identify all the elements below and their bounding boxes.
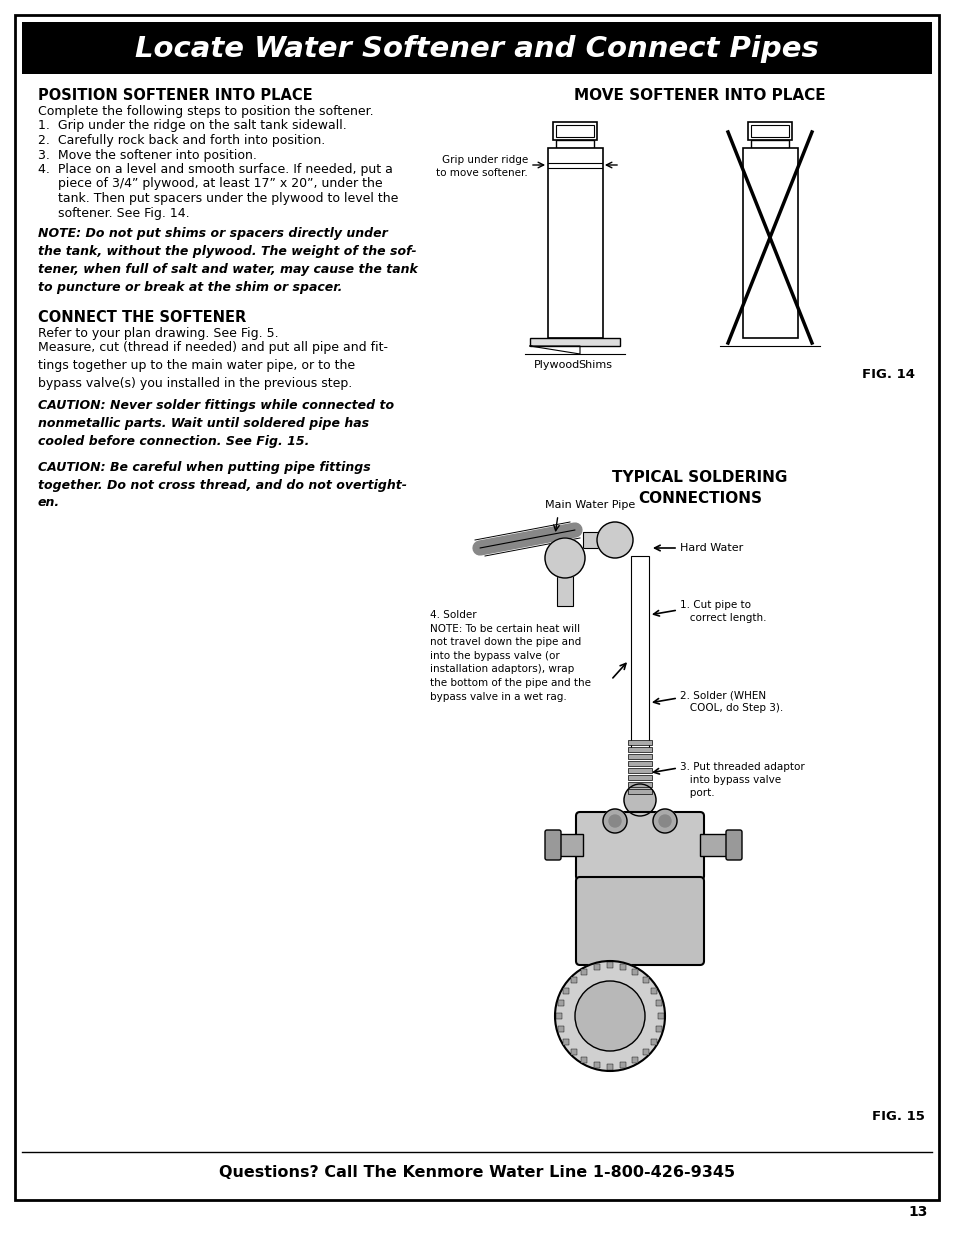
Bar [553,122,597,140]
Bar [570,977,577,983]
Bar [630,556,648,750]
Bar [747,122,791,140]
Bar [547,148,602,338]
Text: Locate Water Softener and Connect Pipes: Locate Water Softener and Connect Pipes [135,35,818,63]
Circle shape [608,815,620,827]
Bar [556,140,594,148]
FancyBboxPatch shape [544,830,560,860]
Bar [627,782,651,787]
Bar [642,1049,648,1055]
Bar [558,1026,563,1032]
Circle shape [597,522,633,558]
Bar [593,963,599,969]
Bar [570,1049,577,1055]
Bar [606,962,613,968]
Bar [562,988,568,993]
Bar [632,1057,638,1063]
Bar [582,532,618,548]
Text: 2. Solder (WHEN
   COOL, do Step 3).: 2. Solder (WHEN COOL, do Step 3). [679,690,782,713]
Text: tank. Then put spacers under the plywood to level the: tank. Then put spacers under the plywood… [38,191,398,205]
Bar [556,125,594,137]
Bar [750,140,788,148]
Bar [627,768,651,773]
Bar [581,968,587,974]
Circle shape [602,809,626,832]
Text: Refer to your plan drawing. See Fig. 5.: Refer to your plan drawing. See Fig. 5. [38,327,278,340]
Text: Grip under ridge
to move softener.: Grip under ridge to move softener. [436,156,527,178]
Text: 3. Put threaded adaptor
   into bypass valve
   port.: 3. Put threaded adaptor into bypass valv… [679,762,804,798]
Bar [742,148,797,338]
Text: 3.  Move the softener into position.: 3. Move the softener into position. [38,148,256,162]
Text: CONNECT THE SOFTENER: CONNECT THE SOFTENER [38,310,246,325]
Text: CAUTION: Be careful when putting pipe fittings
together. Do not cross thread, an: CAUTION: Be careful when putting pipe fi… [38,461,407,510]
Circle shape [659,815,670,827]
FancyBboxPatch shape [576,811,703,881]
Text: Shims: Shims [578,359,612,370]
Text: softener. See Fig. 14.: softener. See Fig. 14. [38,206,190,220]
Text: Plywood: Plywood [534,359,579,370]
Bar [619,1062,625,1068]
Bar [606,1065,613,1070]
Text: Measure, cut (thread if needed) and put all pipe and fit-
tings together up to t: Measure, cut (thread if needed) and put … [38,342,388,390]
FancyBboxPatch shape [725,830,741,860]
Bar [627,761,651,766]
Text: 4. Solder
NOTE: To be certain heat will
not travel down the pipe and
into the by: 4. Solder NOTE: To be certain heat will … [430,610,590,701]
Bar [558,1000,563,1005]
Bar [555,834,582,856]
Text: MOVE SOFTENER INTO PLACE: MOVE SOFTENER INTO PLACE [574,88,825,103]
Bar [656,1026,661,1032]
Text: Main Water Pipe: Main Water Pipe [544,500,635,510]
Text: piece of 3/4” plywood, at least 17” x 20”, under the: piece of 3/4” plywood, at least 17” x 20… [38,178,382,190]
Bar [556,1013,561,1019]
Text: Questions? Call The Kenmore Water Line 1-800-426-9345: Questions? Call The Kenmore Water Line 1… [218,1165,735,1179]
Bar [562,1039,568,1045]
Bar [750,125,788,137]
Text: POSITION SOFTENER INTO PLACE: POSITION SOFTENER INTO PLACE [38,88,313,103]
Text: NOTE: Do not put shims or spacers directly under
the tank, without the plywood. : NOTE: Do not put shims or spacers direct… [38,227,417,294]
Text: Hard Water: Hard Water [679,543,742,553]
Text: Complete the following steps to position the softener.: Complete the following steps to position… [38,105,374,119]
FancyBboxPatch shape [576,877,703,965]
Text: TYPICAL SOLDERING
CONNECTIONS: TYPICAL SOLDERING CONNECTIONS [612,471,787,506]
Text: 1.  Grip under the ridge on the salt tank sidewall.: 1. Grip under the ridge on the salt tank… [38,120,346,132]
Circle shape [652,809,677,832]
Circle shape [555,961,664,1071]
Bar [627,755,651,760]
Text: FIG. 15: FIG. 15 [871,1110,924,1123]
Text: CAUTION: Never solder fittings while connected to
nonmetallic parts. Wait until : CAUTION: Never solder fittings while con… [38,399,394,448]
Bar [581,1057,587,1063]
Bar [22,22,931,74]
Bar [593,1062,599,1068]
Circle shape [575,981,644,1051]
Bar [627,740,651,745]
Bar [632,968,638,974]
Bar [651,988,657,993]
Circle shape [623,784,656,816]
Bar [619,963,625,969]
Bar [658,1013,663,1019]
Bar [627,776,651,781]
Text: 4.  Place on a level and smooth surface. If needed, put a: 4. Place on a level and smooth surface. … [38,163,393,177]
Text: 13: 13 [907,1205,927,1219]
Bar [656,1000,661,1005]
Bar [627,747,651,752]
Circle shape [544,538,584,578]
Text: 2.  Carefully rock back and forth into position.: 2. Carefully rock back and forth into po… [38,135,325,147]
Bar [530,338,619,346]
Bar [651,1039,657,1045]
Text: FIG. 14: FIG. 14 [862,368,914,382]
Bar [627,789,651,794]
Bar [700,834,727,856]
Bar [642,977,648,983]
Text: 1. Cut pipe to
   correct length.: 1. Cut pipe to correct length. [679,600,765,624]
Bar [557,576,573,606]
